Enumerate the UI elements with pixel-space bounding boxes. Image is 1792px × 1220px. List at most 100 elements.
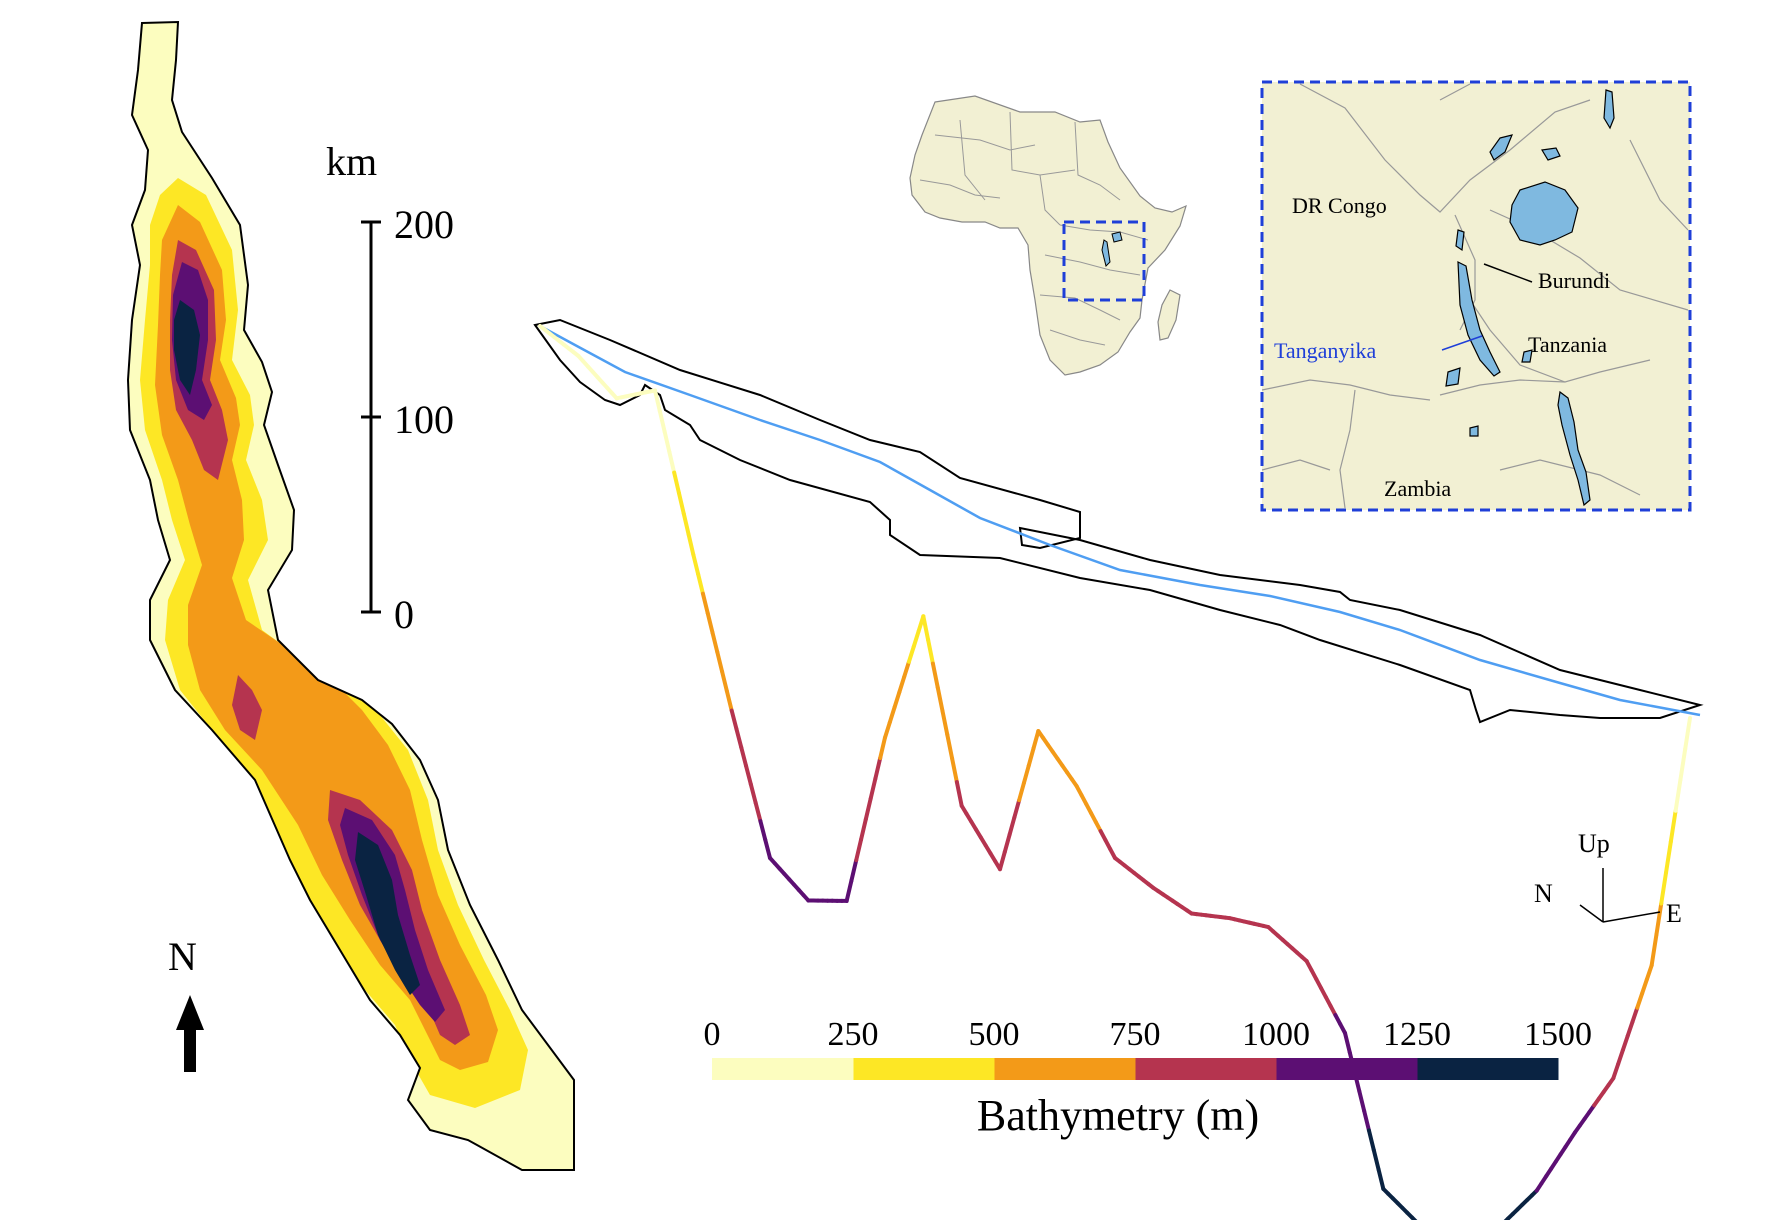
depth-profile-segment — [940, 709, 950, 737]
depth-profile-segment — [883, 720, 892, 740]
depth-profile-segment — [753, 800, 763, 824]
africa-continent — [909, 95, 1187, 376]
depth-profile-segment — [950, 756, 959, 785]
depth-profile-segment — [844, 878, 854, 903]
inset-border — [1260, 80, 1692, 512]
depth-profile-segment — [868, 776, 878, 801]
depth-profile-segment — [1630, 1005, 1640, 1024]
depth-profile-segment — [686, 532, 696, 557]
depth-profile — [538, 324, 1692, 1220]
lake-victoria — [1509, 181, 1579, 246]
inset-extent-box — [1062, 220, 1146, 302]
lake-centerline — [539, 324, 1701, 717]
axis-east-line — [1602, 911, 1661, 923]
colorbar-title: Bathymetry (m) — [977, 1091, 1259, 1140]
depth-profile-segment — [1366, 1128, 1376, 1152]
africa-overview-map — [909, 95, 1187, 376]
colorbar-tick-label: 1500 — [1524, 1016, 1592, 1053]
axis-north-line — [1579, 904, 1604, 923]
lake-3d-outline — [533, 318, 1704, 724]
depth-profile-segment — [1611, 1062, 1621, 1081]
depth-profile-segment — [849, 858, 859, 883]
depth-profile-segment — [1031, 729, 1041, 751]
depth-profile-segment — [911, 629, 921, 649]
inset-map: DR Congo Burundi Tanzania Zambia Tangany… — [1260, 80, 1692, 512]
depth-profile-segment — [691, 552, 701, 577]
depth-profile-segment — [744, 763, 753, 787]
depth-profile-segment — [859, 817, 868, 842]
country-label-tanzania: Tanzania — [1528, 332, 1607, 357]
scale-unit-label: km — [326, 139, 377, 184]
depth-zone-1250-1500 — [174, 300, 200, 395]
depth-profile-segment — [1649, 932, 1659, 968]
depth-profile-segment — [1625, 1019, 1635, 1038]
depth-profile-segment — [681, 511, 691, 537]
lake-kivu — [1455, 229, 1465, 252]
depth-profile-segment — [930, 661, 940, 690]
lake-turkana — [1603, 89, 1615, 130]
depth-profile-segment — [748, 782, 758, 805]
depth-profile-segment — [720, 669, 729, 694]
depth-profile-segment — [887, 705, 897, 725]
depth-profile-segment — [696, 572, 705, 596]
depth-profile-segment — [945, 732, 955, 761]
depth-profile-segment — [657, 408, 667, 434]
colorbar-tick-label: 250 — [828, 1016, 879, 1053]
axis-up-label: Up — [1578, 829, 1610, 858]
depth-profile-segment — [906, 644, 916, 664]
burundi-leader-line — [1483, 263, 1533, 283]
depth-profile-segment — [653, 388, 662, 413]
depth-profile-segment — [998, 849, 1007, 872]
depth-profile-segment — [873, 756, 883, 781]
colorbar-swatch — [1276, 1058, 1418, 1080]
scale-tick-label: 0 — [394, 592, 414, 637]
colorbar-tick-label: 750 — [1110, 1016, 1161, 1053]
scale-tick-label: 200 — [394, 202, 454, 247]
depth-profile-segment — [1659, 870, 1669, 906]
depth-profile-segment — [1678, 746, 1688, 782]
depth-profile-segment — [1640, 977, 1649, 996]
depth-profile-segment — [724, 689, 734, 713]
depth-profile-segment — [1002, 832, 1012, 854]
depth-profile-segment — [662, 429, 672, 454]
depth-zone-750-1000-b — [232, 675, 262, 740]
depth-profile-segment — [926, 637, 935, 666]
depth-profile-segment — [902, 659, 911, 679]
depth-profile-segment — [1371, 1147, 1381, 1172]
depth-profile-segment — [715, 650, 725, 674]
colorbar-tick-label: 1250 — [1383, 1016, 1451, 1053]
depth-profile-segment — [1635, 991, 1645, 1010]
country-label-burundi: Burundi — [1538, 268, 1610, 293]
lake-tanganyika-inset — [1457, 261, 1501, 377]
depth-profile-segment — [854, 837, 864, 863]
scale-bar: km 200 100 0 — [326, 139, 454, 637]
depth-profile-segment — [700, 591, 710, 616]
depth-profile-segment — [672, 470, 681, 496]
depth-profile-segment — [1673, 777, 1683, 813]
depth-profile-segment — [892, 690, 902, 710]
lake-malawi-inset — [1557, 390, 1591, 507]
inset-country-borders — [1261, 83, 1689, 509]
scale-tick-label: 100 — [394, 397, 454, 442]
depth-profile-segment — [1017, 780, 1026, 803]
lake-victoria-small — [1111, 231, 1123, 243]
lake-albert — [1489, 134, 1514, 161]
colorbar-swatch — [1417, 1058, 1559, 1080]
colorbar-swatch — [853, 1058, 995, 1080]
colorbar-swatch — [994, 1058, 1136, 1080]
lake-label-tanganyika: Tanganyika — [1274, 338, 1377, 363]
depth-profile-segment — [1007, 815, 1017, 837]
lake-kyoga — [1541, 147, 1561, 161]
depth-profile-segment — [667, 450, 677, 475]
depth-profile-segment — [710, 630, 720, 655]
lake-shoreline — [126, 20, 575, 1171]
depth-profile-segment — [1654, 901, 1664, 937]
depth-profile-segment — [863, 796, 873, 822]
depth-profile-segment — [921, 614, 931, 642]
depth-profile-segment — [734, 726, 744, 750]
colorbar-tick-label: 0 — [704, 1016, 721, 1053]
depth-profile-segment — [758, 819, 768, 842]
depth-profile-segment — [1683, 716, 1692, 751]
country-label-zambia: Zambia — [1384, 476, 1451, 501]
depth-profile-segment — [954, 780, 964, 808]
